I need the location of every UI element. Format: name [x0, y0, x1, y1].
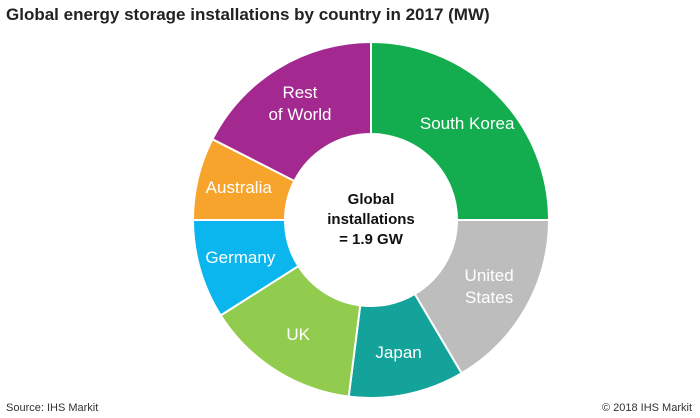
segment-label: United States — [464, 266, 514, 308]
segment-label: South Korea — [419, 113, 515, 133]
segment-label: Germany — [205, 247, 276, 267]
segment-label: Australia — [205, 178, 272, 198]
donut-segment — [413, 219, 551, 375]
chart-title: Global energy storage installations by c… — [6, 5, 490, 24]
source-note: Source: IHS Markit — [6, 402, 99, 414]
donut-segment — [370, 40, 551, 221]
donut-segment — [211, 40, 372, 183]
segment-label: Rest of World — [268, 83, 332, 125]
copyright-note: © 2018 IHS Markit — [601, 402, 692, 414]
segment-label: UK — [286, 324, 310, 344]
segment-label: Japan — [375, 343, 422, 363]
donut-segment — [219, 264, 362, 398]
center-label: Global installations = 1.9 GW — [327, 191, 415, 248]
